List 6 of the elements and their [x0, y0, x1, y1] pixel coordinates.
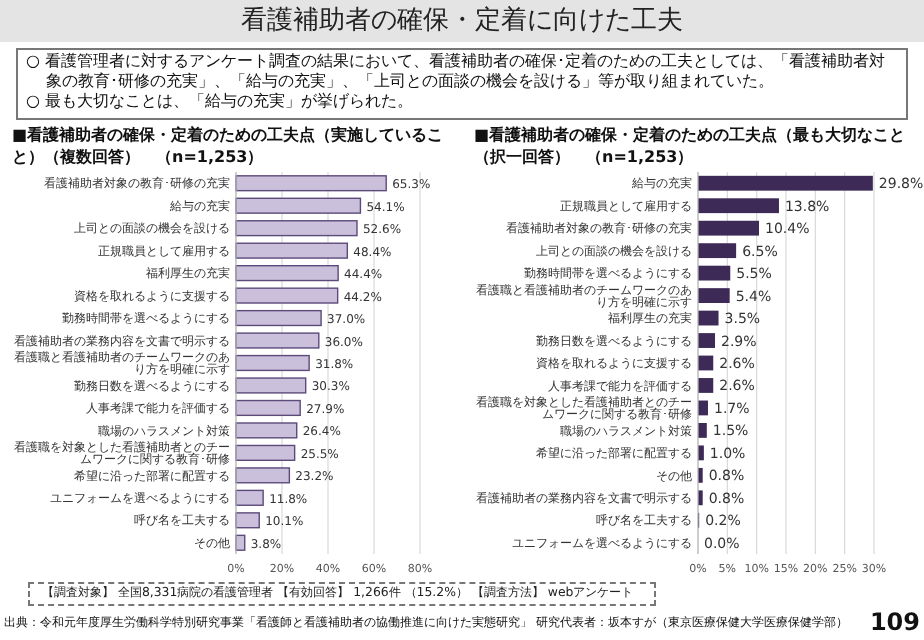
text: ○ 看護管理者に対するアンケート調査の結果において、看護補助者の確保･定着のための工夫としては、「看護補助者対象の教育･研修の充実」、「給与の充実」、「上司との面談の機会を設ける」等が取り組まれていた。 [26, 52, 888, 92]
text: 看護補助者の確保・定着に向けた工夫 [0, 0, 924, 42]
chart-title: ■看護補助者の確保・定着のための工夫点（実施していること）（複数回答） （n=1,253） [12, 124, 446, 170]
text: ○ 最も大切なことは、「給与の充実」が挙げられた。 [26, 92, 416, 112]
text: 109 [867, 606, 920, 638]
chart-title: ■看護補助者の確保・定着のための工夫点（最も大切なこと（択一回答） （n=1,253） [474, 124, 908, 170]
